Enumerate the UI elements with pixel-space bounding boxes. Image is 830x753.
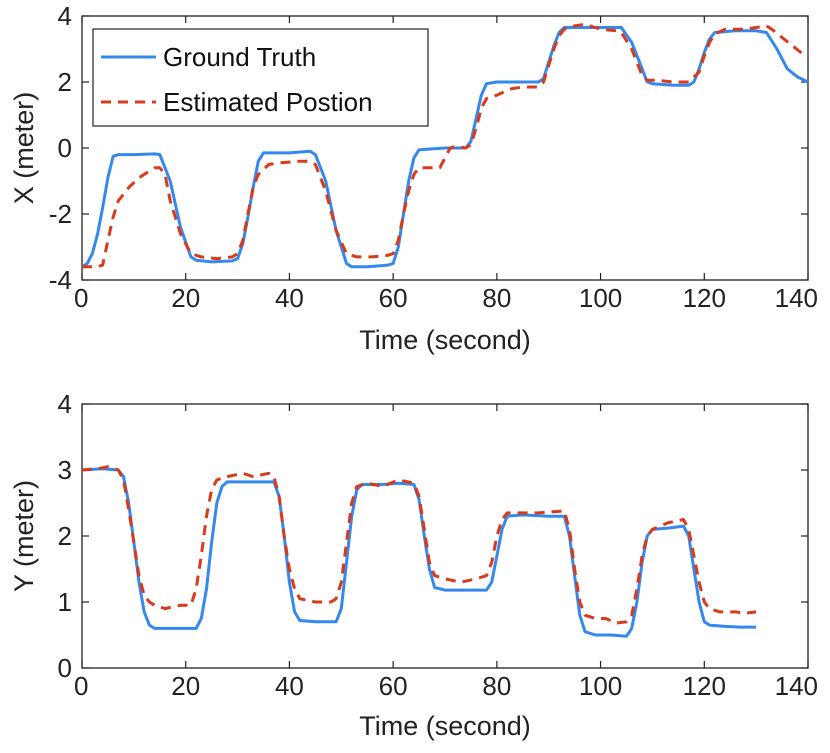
legend-box [92,28,429,127]
x-tick-label: 20 [171,671,200,701]
y-tick-label: -4 [49,265,72,295]
x-position-chart: 0 20 40 60 80 100 120 140 -4 -2 0 2 4 Time (second)… [9,1,818,355]
x-tick-label: 140 [775,671,818,701]
y-tick-label: 2 [58,67,72,97]
y-axis-label: Y (meter) [9,480,39,592]
y-tick-label: 0 [58,133,72,163]
y-tick-label: 1 [58,587,72,617]
legend-label-ground-truth: Ground Truth [163,42,316,72]
x-tick-label: 0 [74,671,88,701]
legend: Ground Truth Estimated Postion [92,28,429,127]
series-group [81,465,757,638]
y-ticks: -4 -2 0 2 4 [49,1,808,295]
y-position-chart: 0 20 40 60 80 100 120 140 0 1 2 3 4 Time (second) Y… [9,389,818,741]
y-tick-label: 2 [58,521,72,551]
x-tick-label: 80 [482,671,511,701]
x-axis-label: Time (second) [359,711,531,741]
ground-truth-line [81,467,757,638]
x-tick-label: 80 [482,283,511,313]
x-tick-label: 0 [74,283,88,313]
y-axis-label: X (meter) [9,92,39,205]
x-tick-label: 120 [683,671,726,701]
x-tick-label: 20 [171,283,200,313]
x-tick-label: 40 [275,671,304,701]
x-tick-label: 60 [379,671,408,701]
y-tick-label: 4 [58,1,72,31]
ground-truth-line [81,26,809,269]
x-tick-label: 60 [379,283,408,313]
series-group [81,22,809,269]
y-tick-label: 3 [58,455,72,485]
x-ticks: 0 20 40 60 80 100 120 140 [74,16,818,313]
y-ticks: 0 1 2 3 4 [58,389,808,683]
x-ticks: 0 20 40 60 80 100 120 140 [74,404,818,701]
y-tick-label: -2 [49,199,72,229]
y-tick-label: 4 [58,389,72,419]
x-tick-label: 40 [275,283,304,313]
y-tick-label: 0 [58,653,72,683]
x-tick-label: 100 [579,283,622,313]
x-tick-label: 100 [579,671,622,701]
x-tick-label: 140 [775,283,818,313]
x-tick-label: 120 [683,283,726,313]
legend-label-estimated: Estimated Postion [163,87,373,117]
x-axis-label: Time (second) [359,325,531,355]
plot-area [81,403,809,669]
